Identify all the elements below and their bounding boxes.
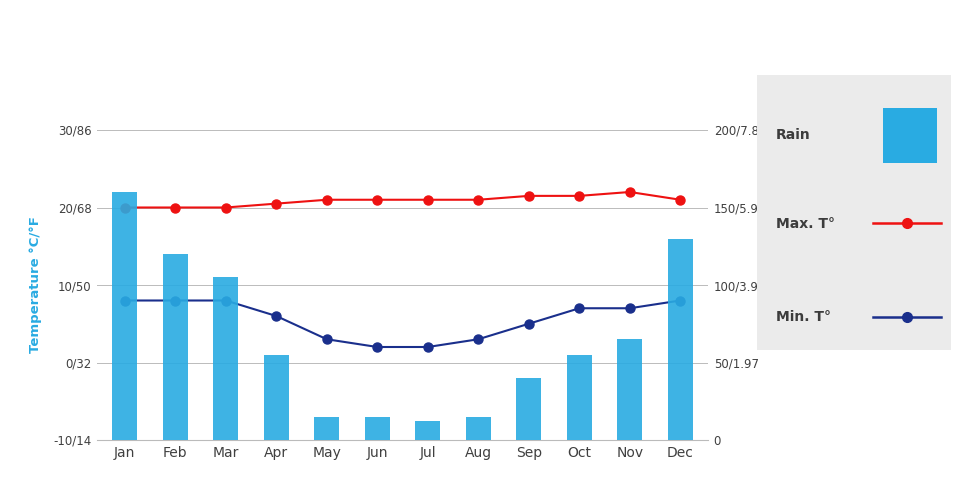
Bar [667, 238, 692, 440]
Text: Max. T°: Max. T° [775, 216, 834, 230]
Bar [264, 355, 289, 440]
Bar [616, 339, 641, 440]
Bar [415, 422, 440, 440]
Bar [314, 417, 339, 440]
Bar [566, 355, 591, 440]
FancyBboxPatch shape [750, 155, 955, 292]
Y-axis label: Temperature °C/°F: Temperature °C/°F [29, 216, 42, 354]
FancyBboxPatch shape [882, 108, 936, 163]
Bar [516, 378, 541, 440]
Bar [465, 417, 490, 440]
Bar [213, 277, 238, 440]
FancyBboxPatch shape [750, 248, 955, 386]
Bar [163, 254, 188, 440]
Bar [364, 417, 390, 440]
Bar [112, 192, 138, 440]
FancyBboxPatch shape [750, 66, 955, 204]
Text: Min. T°: Min. T° [775, 310, 830, 324]
Text: Rain: Rain [775, 128, 810, 142]
Y-axis label: Rain mm/(”): Rain mm/(”) [777, 240, 790, 330]
